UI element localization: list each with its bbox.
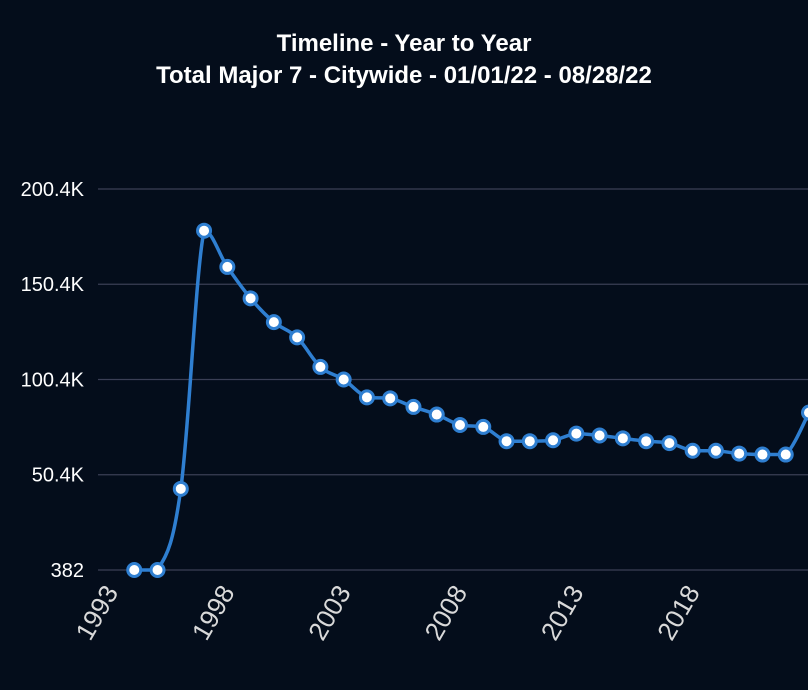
y-tick-label: 50.4K [32, 465, 85, 487]
data-point [545, 432, 562, 449]
y-tick-label: 150.4K [21, 274, 85, 296]
data-point [289, 329, 306, 346]
x-tick-label: 2003 [302, 580, 357, 645]
data-point [242, 290, 259, 307]
y-tick-label: 382 [51, 560, 84, 582]
data-point [684, 442, 701, 459]
chart-subtitle: Total Major 7 - Citywide - 01/01/22 - 08… [156, 62, 652, 89]
x-tick-label: 1998 [186, 580, 241, 645]
data-point [661, 435, 678, 452]
data-point [707, 442, 724, 459]
x-tick-label: 2018 [651, 580, 706, 645]
data-point [591, 427, 608, 444]
data-point [126, 562, 143, 578]
data-point [568, 425, 585, 442]
data-point [638, 433, 655, 450]
data-point [172, 480, 189, 497]
data-point [754, 446, 771, 463]
series-line [134, 228, 808, 572]
data-point [521, 433, 538, 450]
data-point [149, 562, 166, 578]
chart-title: Timeline - Year to Year [276, 30, 532, 57]
data-point [382, 390, 399, 407]
data-point [428, 406, 445, 423]
data-point [498, 433, 515, 450]
x-tick-label: 2013 [535, 580, 590, 645]
data-point [405, 398, 422, 415]
data-point [801, 404, 808, 421]
data-point [219, 258, 236, 275]
data-point [614, 430, 631, 447]
y-tick-label: 200.4K [21, 179, 85, 201]
data-point [731, 445, 748, 462]
data-point [475, 418, 492, 435]
x-tick-label: 1993 [69, 580, 124, 645]
data-point [196, 222, 213, 239]
x-tick-label: 2008 [418, 580, 473, 645]
data-point [452, 417, 468, 434]
data-point [265, 314, 282, 331]
data-point [312, 358, 329, 375]
data-point [335, 371, 352, 388]
y-tick-label: 100.4K [21, 369, 85, 391]
data-point [358, 389, 375, 406]
data-point [777, 446, 794, 463]
